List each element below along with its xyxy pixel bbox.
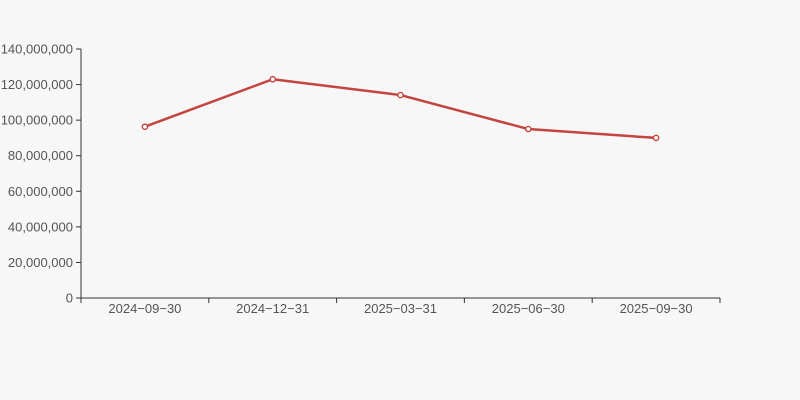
data-point-marker	[397, 91, 404, 99]
x-axis-tick-label: 2025−06−30	[492, 301, 565, 316]
x-axis-tick-label: 2024−12−31	[236, 301, 309, 316]
data-point-marker	[269, 75, 277, 83]
y-axis-tick-label: 80,000,000	[8, 148, 73, 163]
x-axis-tick-label: 2025−09−30	[620, 301, 693, 316]
y-axis-tick-label: 0	[66, 291, 73, 306]
y-axis-tick-label: 140,000,000	[1, 42, 73, 57]
y-axis-tick-label: 60,000,000	[8, 184, 73, 199]
y-axis-tick-label: 100,000,000	[1, 113, 73, 128]
series-line	[143, 77, 658, 140]
data-point-marker	[141, 123, 149, 131]
x-axis-tick-label: 2024−09−30	[108, 301, 181, 316]
x-axis-tick-label: 2025−03−31	[364, 301, 437, 316]
y-axis-tick-label: 20,000,000	[8, 255, 73, 270]
data-point-marker	[525, 125, 532, 133]
data-point-marker	[652, 134, 660, 142]
y-axis-tick-label: 120,000,000	[1, 77, 73, 92]
y-axis-tick-label: 40,000,000	[8, 219, 73, 234]
